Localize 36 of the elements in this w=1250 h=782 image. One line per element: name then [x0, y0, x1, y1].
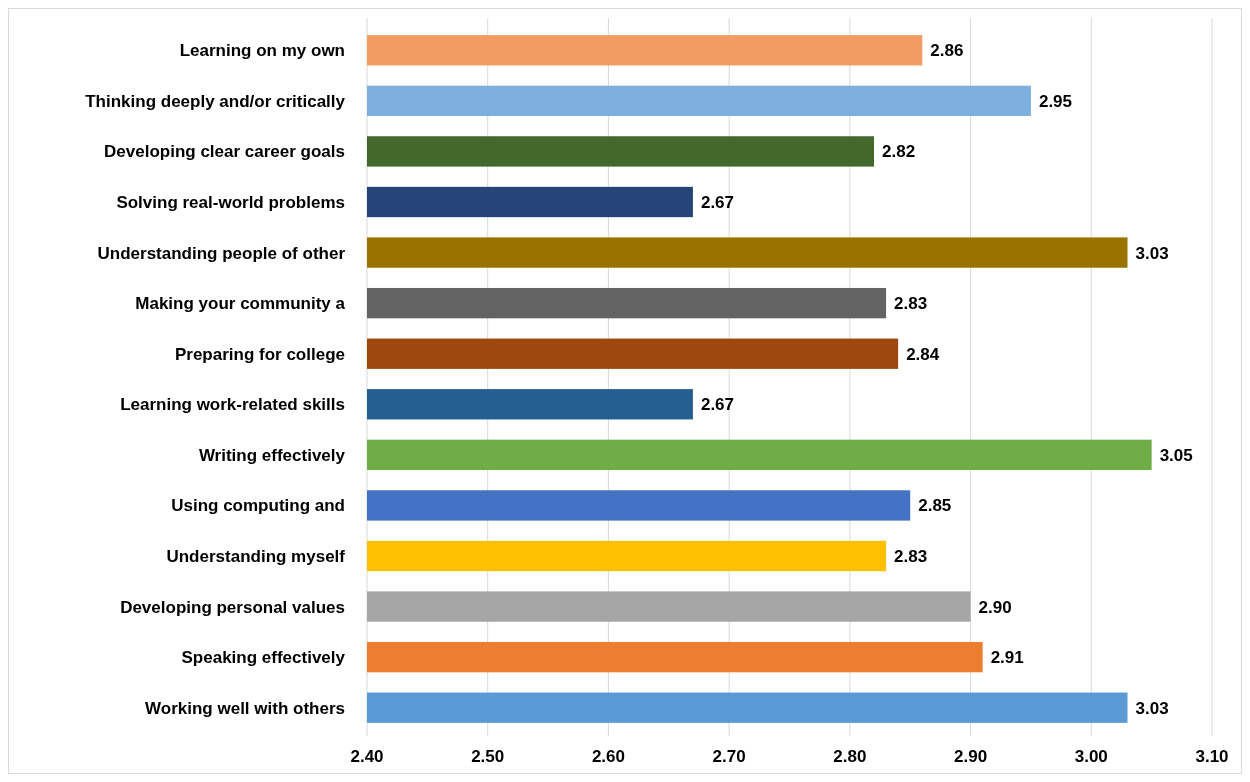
y-tick-label: Working well with others: [145, 698, 345, 718]
x-tick-label: 2.50: [471, 747, 505, 766]
y-tick-label: Developing personal values: [120, 597, 345, 617]
data-label: 2.67: [700, 395, 735, 415]
data-label: 3.05: [1159, 445, 1193, 465]
data-label: 2.82: [882, 142, 916, 162]
data-label: 2.85: [918, 496, 952, 516]
x-tick-label: 3.00: [1074, 747, 1108, 766]
x-tick-label: 2.70: [712, 747, 746, 766]
y-tick-label: Making your community a: [135, 294, 346, 314]
y-tick-label: Understanding people of other: [97, 243, 346, 263]
y-tick-label: Learning on my own: [179, 41, 345, 61]
data-label: 2.83: [894, 546, 928, 566]
x-tick-label: 2.90: [954, 747, 988, 766]
y-tick-label: Developing clear career goals: [104, 142, 345, 162]
y-tick-label: Preparing for college: [174, 344, 345, 364]
x-tick-label: 2.80: [833, 747, 867, 766]
y-tick-label: Writing effectively: [198, 445, 346, 465]
x-tick-label: 3.10: [1195, 747, 1229, 766]
data-label: 3.03: [1135, 698, 1169, 718]
y-tick-label: Learning work-related skills: [120, 395, 345, 415]
x-tick-label: 2.40: [350, 747, 384, 766]
y-tick-label: Understanding myself: [166, 546, 346, 566]
data-label: 2.84: [906, 344, 940, 364]
x-tick-label: 2.60: [591, 747, 625, 766]
y-tick-label: Thinking deeply and/or critically: [85, 91, 346, 111]
data-label: 2.91: [990, 648, 1024, 668]
data-label: 2.90: [978, 597, 1012, 617]
data-label: 2.83: [894, 294, 928, 314]
data-label: 2.95: [1038, 91, 1073, 111]
data-label: 2.86: [930, 41, 964, 61]
data-label: 3.03: [1135, 243, 1169, 263]
y-tick-label: Solving real-world problems: [116, 192, 345, 212]
data-label: 2.67: [700, 192, 735, 212]
y-tick-label: Using computing and: [171, 496, 345, 516]
y-tick-label: Speaking effectively: [181, 648, 346, 668]
